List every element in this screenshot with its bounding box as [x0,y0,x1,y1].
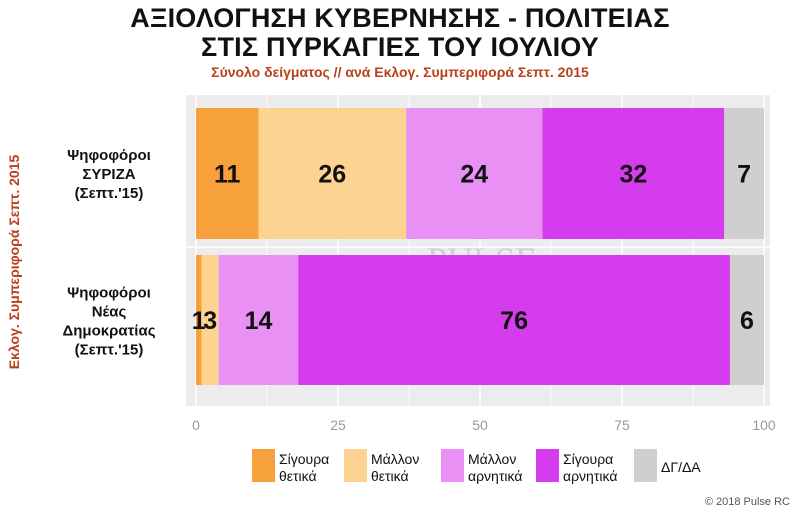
legend-label: Σίγουρα αρνητικά [563,451,617,484]
data-label: 26 [318,161,346,189]
bar-segment [729,255,764,385]
chart-title: ΑΞΙΟΛΟΓΗΣΗ ΚΥΒΕΡΝΗΣΗΣ - ΠΟΛΙΤΕΙΑΣ ΣΤΙΣ Π… [0,4,800,62]
x-tick-label: 25 [330,417,346,433]
x-tick-label: 0 [192,417,200,433]
category-label: Ψηφοφόροι ΣΥΡΙΖΑ (Σεπτ.'15) [67,147,151,202]
legend-label: Μάλλον αρνητικά [468,451,522,484]
data-label: 14 [245,307,273,335]
legend-label: Σίγουρα θετικά [279,451,329,484]
bar-segment [542,108,725,239]
category-label: Ψηφοφόροι Νέας Δημοκρατίας (Σεπτ.'15) [62,285,155,359]
legend-swatch [441,449,464,482]
legend-swatch [344,449,367,482]
data-label: 32 [619,161,647,189]
data-label: 76 [500,307,528,335]
bar-segment [201,255,219,385]
chart-title-line-2: ΣΤΙΣ ΠΥΡΚΑΓΙΕΣ ΤΟΥ ΙΟΥΛΙΟΥ [201,32,599,62]
legend-swatch [252,449,275,482]
legend-swatch [634,449,657,482]
bar-segment [406,108,543,239]
data-label: 7 [737,161,751,189]
bar-segment [218,255,299,385]
chart-title-line-1: ΑΞΙΟΛΟΓΗΣΗ ΚΥΒΕΡΝΗΣΗΣ - ΠΟΛΙΤΕΙΑΣ [130,3,670,33]
legend-label: ΔΓ/ΔΑ [661,459,701,475]
legend-swatch [536,449,559,482]
bar-segment [724,108,764,239]
data-label: 24 [460,161,488,189]
x-tick-label: 50 [472,417,488,433]
data-label: 1 [192,307,206,335]
bar-segment [196,255,202,385]
data-label: 11 [214,161,241,189]
copyright-notice: © 2018 Pulse RC [704,496,790,508]
x-tick-label: 100 [752,417,776,433]
data-label: 3 [203,307,217,335]
bar-segment [258,108,407,239]
x-tick-label: 75 [614,417,630,433]
legend-label: Μάλλον θετικά [371,451,419,484]
bar-segment [298,255,730,385]
data-label: 6 [740,307,754,335]
chart-subtitle: Σύνολο δείγματος // ανά Εκλογ. Συμπεριφο… [211,64,589,80]
bar-segment [196,108,259,239]
